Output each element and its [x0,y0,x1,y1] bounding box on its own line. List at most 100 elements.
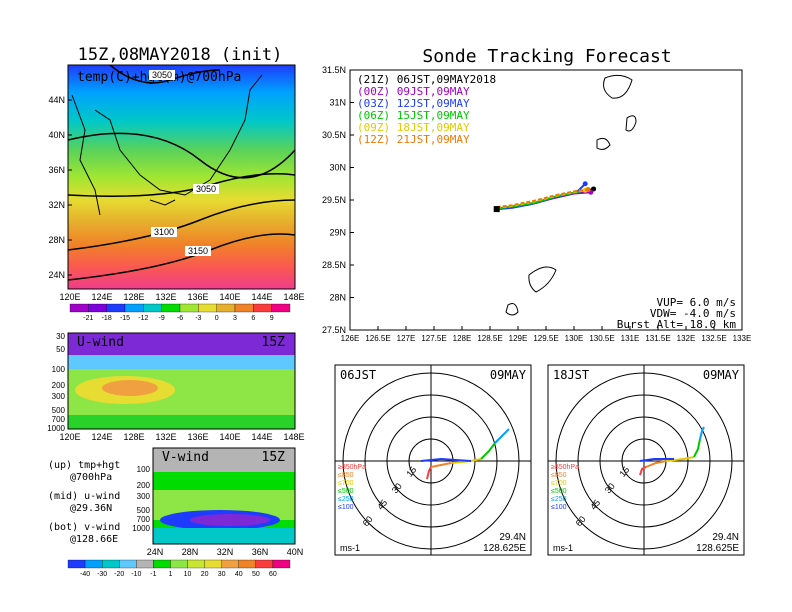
x-tick-label: 128E [123,432,144,442]
map-frame [67,64,296,290]
ring-label: 60 [574,514,588,528]
ring-label: 15 [617,465,631,479]
colorbar-tick-label: -40 [80,571,90,578]
colorbar-swatch [67,559,86,569]
x-tick-label: 136E [187,432,208,442]
x-tick-label: 132.5E [701,334,726,343]
contour-label: 3150 [188,246,208,256]
legend-entry: (09Z) 18JST,09MAY [357,121,470,134]
colorbar-tick-label: 9 [270,315,274,322]
y-tick-label: 1000 [132,524,150,533]
desc-bot: (bot) v-wind [48,522,120,533]
y-tick-label: 24N [48,270,65,280]
y-tick-label: 30.5N [322,130,346,140]
lat-label: 29.4N [499,532,526,543]
colorbar-tick-label: -9 [159,315,165,322]
colorbar-tick-label: 50 [252,571,260,578]
x-tick-label: 126E [341,334,360,343]
panel-time: 06JST [340,368,376,382]
temperature-field [68,65,295,289]
x-tick-label: 131E [621,334,640,343]
colorbar-tick-label: -6 [177,315,183,322]
burst-annotation: Burst Alt= 18.0 km [617,318,737,331]
colorbar-tick-label: -15 [120,315,130,322]
level-legend-entry: ≤700 [551,480,567,487]
hodograph-trace [426,466,432,480]
y-tick-label: 100 [137,465,151,474]
x-tick-label: 136E [187,292,208,302]
legend-entry: (03Z) 12JST,09MAY [357,97,470,110]
v-wind-x-tick-labels: 24N 28N 32N 36N 40N [147,547,304,557]
x-tick-label: 28N [182,547,199,557]
wind-colorbar: -40 -30 -20 -10 -1 1 10 20 30 40 50 60 [67,559,291,578]
x-tick-label: 133E [733,334,752,343]
colorbar-tick-label: 1 [169,571,173,578]
colorbar-swatch [69,303,89,313]
lon-label: 128.625E [696,543,739,554]
level-legend-entry: ≤100 [338,504,354,511]
colorbar-tick-label: -10 [131,571,141,578]
colorbar-tick-label: -21 [83,315,93,322]
island-outlines [505,74,637,316]
colorbar-swatch [204,559,222,569]
level-legend-entry: ≥850hPa [551,464,579,471]
x-tick-label: 140E [219,292,240,302]
colorbar-tick-label: 3 [233,315,237,322]
hodograph-trace [420,457,472,462]
colorbar-tick-label: 40 [235,571,243,578]
y-tick-label: 700 [137,515,151,524]
y-tick-label: 700 [52,415,66,424]
contour-label: 3050 [152,70,172,80]
colorbar-swatch [234,303,254,313]
map-title: 15Z,08MAY2018 (init) [78,45,283,65]
colorbar-swatch [88,303,107,313]
x-tick-label: 120E [59,432,80,442]
hodograph-trace [645,460,667,468]
y-tick-label: 300 [52,392,66,401]
y-tick-label: 30 [56,332,65,341]
desc-up-level: @700hPa [70,472,112,483]
y-tick-label: 36N [48,165,65,175]
colorbar-swatch [119,559,137,569]
u-wind-x-tick-labels: 120E 124E 128E 132E 136E 140E 144E 148E [59,432,304,442]
hodograph-trace [693,438,701,458]
x-tick-label: 130.5E [589,334,614,343]
ring-label: 30 [603,481,617,495]
legend-entry: (21Z) 06JST,09MAY2018 [357,73,496,86]
colorbar-tick-label: 20 [201,571,209,578]
hodograph-trace [430,462,452,468]
landing-point [591,186,597,192]
colorbar-tick-label: 6 [251,315,255,322]
x-tick-label: 144E [251,292,272,302]
contour-label: 3100 [154,227,174,237]
legend-entry: (00Z) 09JST,09MAY [357,85,470,98]
colorbar-swatch [143,303,162,313]
x-tick-label: 129.5E [533,334,558,343]
tracking-annotations: VUP= 6.0 m/s VDW= -4.0 m/s Burst Alt= 18… [617,296,737,331]
x-tick-label: 128E [123,292,144,302]
level-legend-entry: ≥850hPa [338,464,366,471]
y-tick-label: 40N [48,130,65,140]
temperature-map: 15Z,08MAY2018 (init) [48,45,304,322]
colorbar-swatch [255,559,274,569]
x-tick-label: 127E [397,334,416,343]
desc-bot-level: @128.66E [70,534,118,545]
level-legend-entry: ≤850 [338,472,354,479]
temperature-colorbar: -21 -18 -15 -12 -9 -6 -3 0 3 6 9 [69,303,291,322]
ring-label: 30 [390,481,404,495]
x-tick-label: 148E [283,432,304,442]
x-tick-label: 132E [677,334,696,343]
desc-up: (up) tmp+hgt [48,460,120,471]
colorbar-tick-label: -20 [114,571,124,578]
panel-descriptions: (up) tmp+hgt @700hPa (mid) u-wind @29.36… [48,460,120,545]
y-tick-label: 28N [48,235,65,245]
x-tick-label: 126.5E [365,334,390,343]
hodograph-trace [665,456,695,462]
y-tick-label: 28.5N [322,260,346,270]
map-x-tick-labels: 120E 124E 128E 132E 136E 140E 144E 148E [59,292,304,302]
y-tick-label: 300 [137,492,151,501]
colorbar-swatch [187,559,205,569]
